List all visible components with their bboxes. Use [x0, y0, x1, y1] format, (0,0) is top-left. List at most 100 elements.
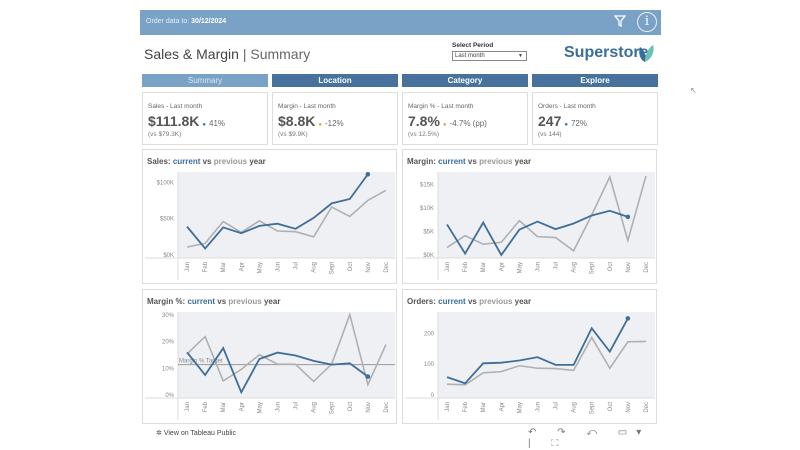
x-tick-label: Aug [572, 262, 578, 273]
x-tick-label: Aug [312, 262, 318, 273]
x-tick-label: Jun [275, 402, 281, 412]
x-tick-label: Mar [221, 262, 227, 272]
sales-chart-panel: Sales: current vs previous year $0K $50K $1… [142, 149, 397, 284]
x-tick-label: Oct [348, 402, 354, 412]
y-tick-label: 0% [165, 393, 174, 399]
filter-icon[interactable] [613, 15, 628, 29]
top-bar: Order data to: 30/12/2024 i [140, 10, 661, 35]
x-tick-label: Sept [590, 402, 596, 415]
x-tick-label: Mar [481, 262, 487, 272]
kpi-card: Margin % - Last month 7.8% ● -4.7% (pp) (v… [402, 92, 528, 145]
kpi-label: Sales - Last month [148, 103, 203, 110]
x-tick-label: Sept [330, 262, 336, 275]
plot-area [438, 312, 655, 398]
x-tick-label: Jan [445, 402, 451, 412]
chart-title: Orders: current vs previous year [407, 297, 532, 306]
x-tick-label: Nov [366, 262, 372, 273]
margin-chart-panel: Margin: current vs previous year $0K $5K $1… [402, 149, 657, 284]
kpi-card: Margin - Last month $8.8K ● -12% (vs $9.9K… [272, 92, 398, 145]
y-tick-label: 20% [162, 340, 175, 346]
previous-series-line [446, 174, 647, 252]
kpi-change: 72% [570, 119, 587, 128]
y-tick-label: 200 [424, 331, 435, 337]
kpi-change: -12% [324, 119, 344, 128]
x-tick-label: Jan [185, 402, 191, 412]
chart-title: Sales: current vs previous year [147, 157, 266, 166]
kpi-comparison: (vs $79.3K) [148, 131, 182, 138]
tab-summary[interactable]: Summary [142, 74, 268, 87]
kpi-label: Margin % - Last month [408, 103, 474, 110]
kpi-change: -4.7% (pp) [449, 119, 487, 128]
last-point-marker[interactable] [365, 171, 371, 177]
x-tick-label: Nov [626, 262, 632, 273]
target-label: Margin % Target [179, 359, 223, 365]
previous-series-line [186, 312, 387, 387]
y-tick-label: 0 [431, 393, 435, 399]
y-tick-label: $10K [420, 206, 434, 212]
order-date-text: Order data to: 30/12/2024 [146, 18, 227, 25]
current-series-line [186, 173, 369, 250]
x-tick-label: Dec [384, 402, 390, 413]
x-tick-label: Jul [294, 262, 300, 270]
tab-location[interactable]: Location [272, 74, 398, 87]
kpi-comparison: (vs 144) [538, 131, 562, 138]
mouse-cursor-icon: ↖ [690, 86, 697, 95]
view-on-tableau-link[interactable]: ✲ View on Tableau Public [156, 430, 236, 437]
x-tick-label: May [517, 402, 523, 413]
chart-title: Margin: current vs previous year [407, 157, 532, 166]
x-tick-label: Jun [535, 402, 541, 412]
tableau-icon: ✲ [156, 430, 162, 437]
x-tick-label: May [257, 262, 263, 273]
kpi-comparison: (vs $9.9K) [278, 131, 308, 138]
last-point-marker[interactable] [625, 316, 631, 321]
tab-category[interactable]: Category [402, 74, 528, 87]
y-tick-label: $100K [157, 180, 174, 186]
trend-dot-icon: ● [202, 122, 207, 128]
y-tick-label: $0K [163, 253, 174, 259]
y-tick-label: $0K [423, 253, 434, 259]
kpi-value: 7.8% ● -4.7% (pp) [408, 113, 487, 129]
y-tick-label: $50K [160, 217, 174, 223]
trend-dot-icon: ● [442, 122, 447, 128]
toolbar[interactable]: ↶ ↷ ⤺ ▭▾ | ⛶ [528, 427, 651, 449]
kpi-label: Margin - Last month [278, 103, 336, 110]
x-tick-label: Jan [185, 262, 191, 272]
plot-area [178, 312, 395, 398]
plot-area [178, 172, 395, 258]
x-tick-label: Sept [330, 402, 336, 415]
last-point-marker[interactable] [365, 374, 371, 379]
x-tick-label: Jul [554, 402, 560, 410]
line-chart: $0K $50K $100K Jan Feb Mar Apr May Jun Jul Aug Sept… [145, 171, 395, 280]
trend-dot-icon: ● [564, 122, 568, 128]
x-tick-label: Apr [239, 402, 245, 411]
x-tick-label: Aug [572, 402, 578, 413]
line-chart: $0K $5K $10K $15K Jan Feb Mar Apr May Jun Jul Aug Se… [405, 172, 655, 280]
x-tick-label: Feb [203, 401, 209, 412]
dropdown-arrow-icon: ▼ [518, 53, 523, 59]
kpi-change: 41% [209, 119, 226, 128]
dashboard: Order data to: 30/12/2024 i Sales & Marg… [140, 10, 661, 449]
x-tick-label: Nov [366, 402, 372, 413]
orders-chart-panel: Orders: current vs previous year 0 100 200 J… [402, 289, 657, 424]
last-point-marker[interactable] [625, 214, 631, 220]
x-tick-label: Apr [499, 262, 505, 271]
kpi-value: 247 ● 72% [538, 113, 587, 129]
kpi-label: Orders - Last month [538, 103, 596, 110]
current-series-line [186, 346, 369, 395]
y-tick-label: 10% [162, 366, 175, 372]
period-label: Select Period [452, 42, 494, 49]
y-tick-label: $5K [423, 229, 434, 235]
logo-text: Superstore [564, 44, 649, 61]
x-tick-label: Dec [644, 402, 650, 413]
plot-area [438, 172, 655, 258]
x-tick-label: Mar [481, 402, 487, 412]
y-tick-label: 100 [424, 362, 435, 368]
logo-icon [639, 45, 654, 62]
x-tick-label: Feb [203, 261, 209, 272]
period-select[interactable]: Last month ▼ [452, 51, 527, 61]
tab-explore[interactable]: Explore [532, 74, 658, 87]
current-series-line [446, 317, 629, 385]
x-tick-label: Jan [445, 262, 451, 272]
x-tick-label: Mar [221, 402, 227, 412]
info-icon[interactable]: i [637, 12, 657, 32]
